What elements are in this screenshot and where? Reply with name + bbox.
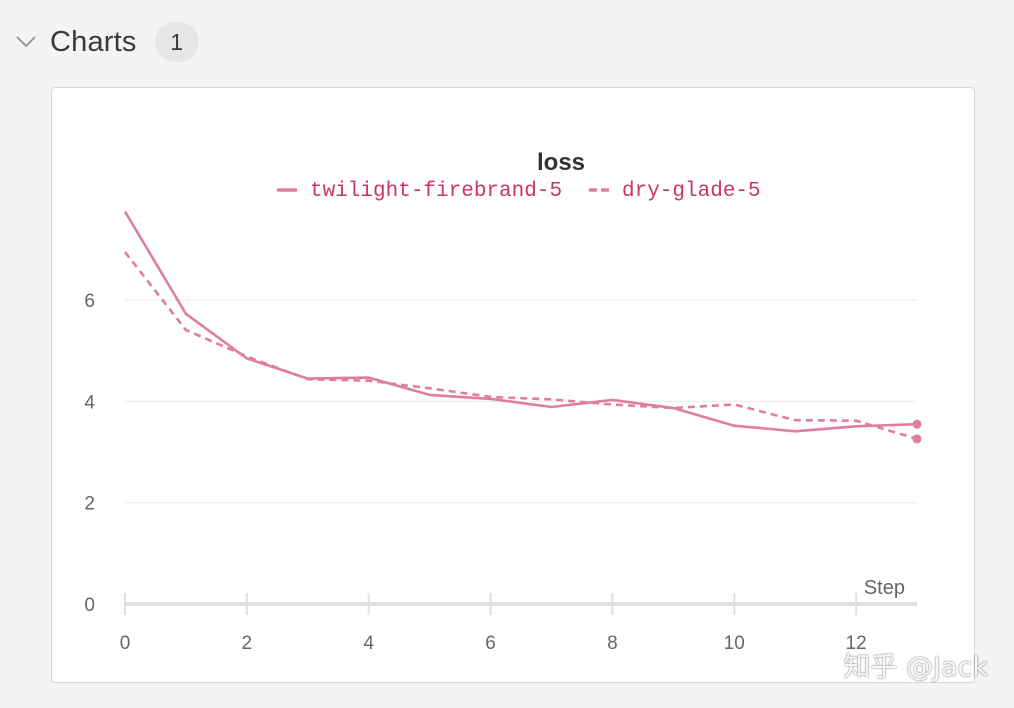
y-tick-label-0: 0 xyxy=(84,595,95,616)
charts-section-header: Charts 1 xyxy=(14,20,199,64)
x-tick-label-0: 0 xyxy=(120,633,131,654)
series-line-twilight-firebrand-5[interactable] xyxy=(123,210,918,433)
series-end-point-twilight-firebrand-5[interactable] xyxy=(912,419,922,429)
chart-count-badge: 1 xyxy=(154,22,199,62)
chart-panel[interactable]: loss twilight-firebrand-5 dry-glade-5 0 2 4 6 0… xyxy=(51,87,975,683)
series-line-dry-glade-5[interactable] xyxy=(123,251,918,441)
legend-label-2: dry-glade-5 xyxy=(622,180,761,203)
y-tick-label-2: 2 xyxy=(84,494,95,515)
series-end-point-dry-glade-5[interactable] xyxy=(912,434,922,444)
y-tick-label-6: 6 xyxy=(84,291,95,312)
y-tick-label-4: 4 xyxy=(84,392,95,413)
x-tick-label-6: 6 xyxy=(485,633,496,654)
legend-label-1: twilight-firebrand-5 xyxy=(310,180,562,203)
x-tick-label-4: 4 xyxy=(363,633,374,654)
section-title[interactable]: Charts xyxy=(50,25,137,58)
x-tick-label-2: 2 xyxy=(242,633,253,654)
chart-title: loss xyxy=(537,149,585,176)
chevron-down-icon[interactable] xyxy=(14,30,38,54)
x-axis-label: Step xyxy=(864,577,905,599)
watermark: 知乎 @Jack xyxy=(843,652,988,683)
loss-chart[interactable]: loss twilight-firebrand-5 dry-glade-5 0 2 4 6 0… xyxy=(52,88,976,684)
x-tick-label-12: 12 xyxy=(846,633,867,654)
x-tick-label-10: 10 xyxy=(724,633,745,654)
x-tick-label-8: 8 xyxy=(607,633,618,654)
